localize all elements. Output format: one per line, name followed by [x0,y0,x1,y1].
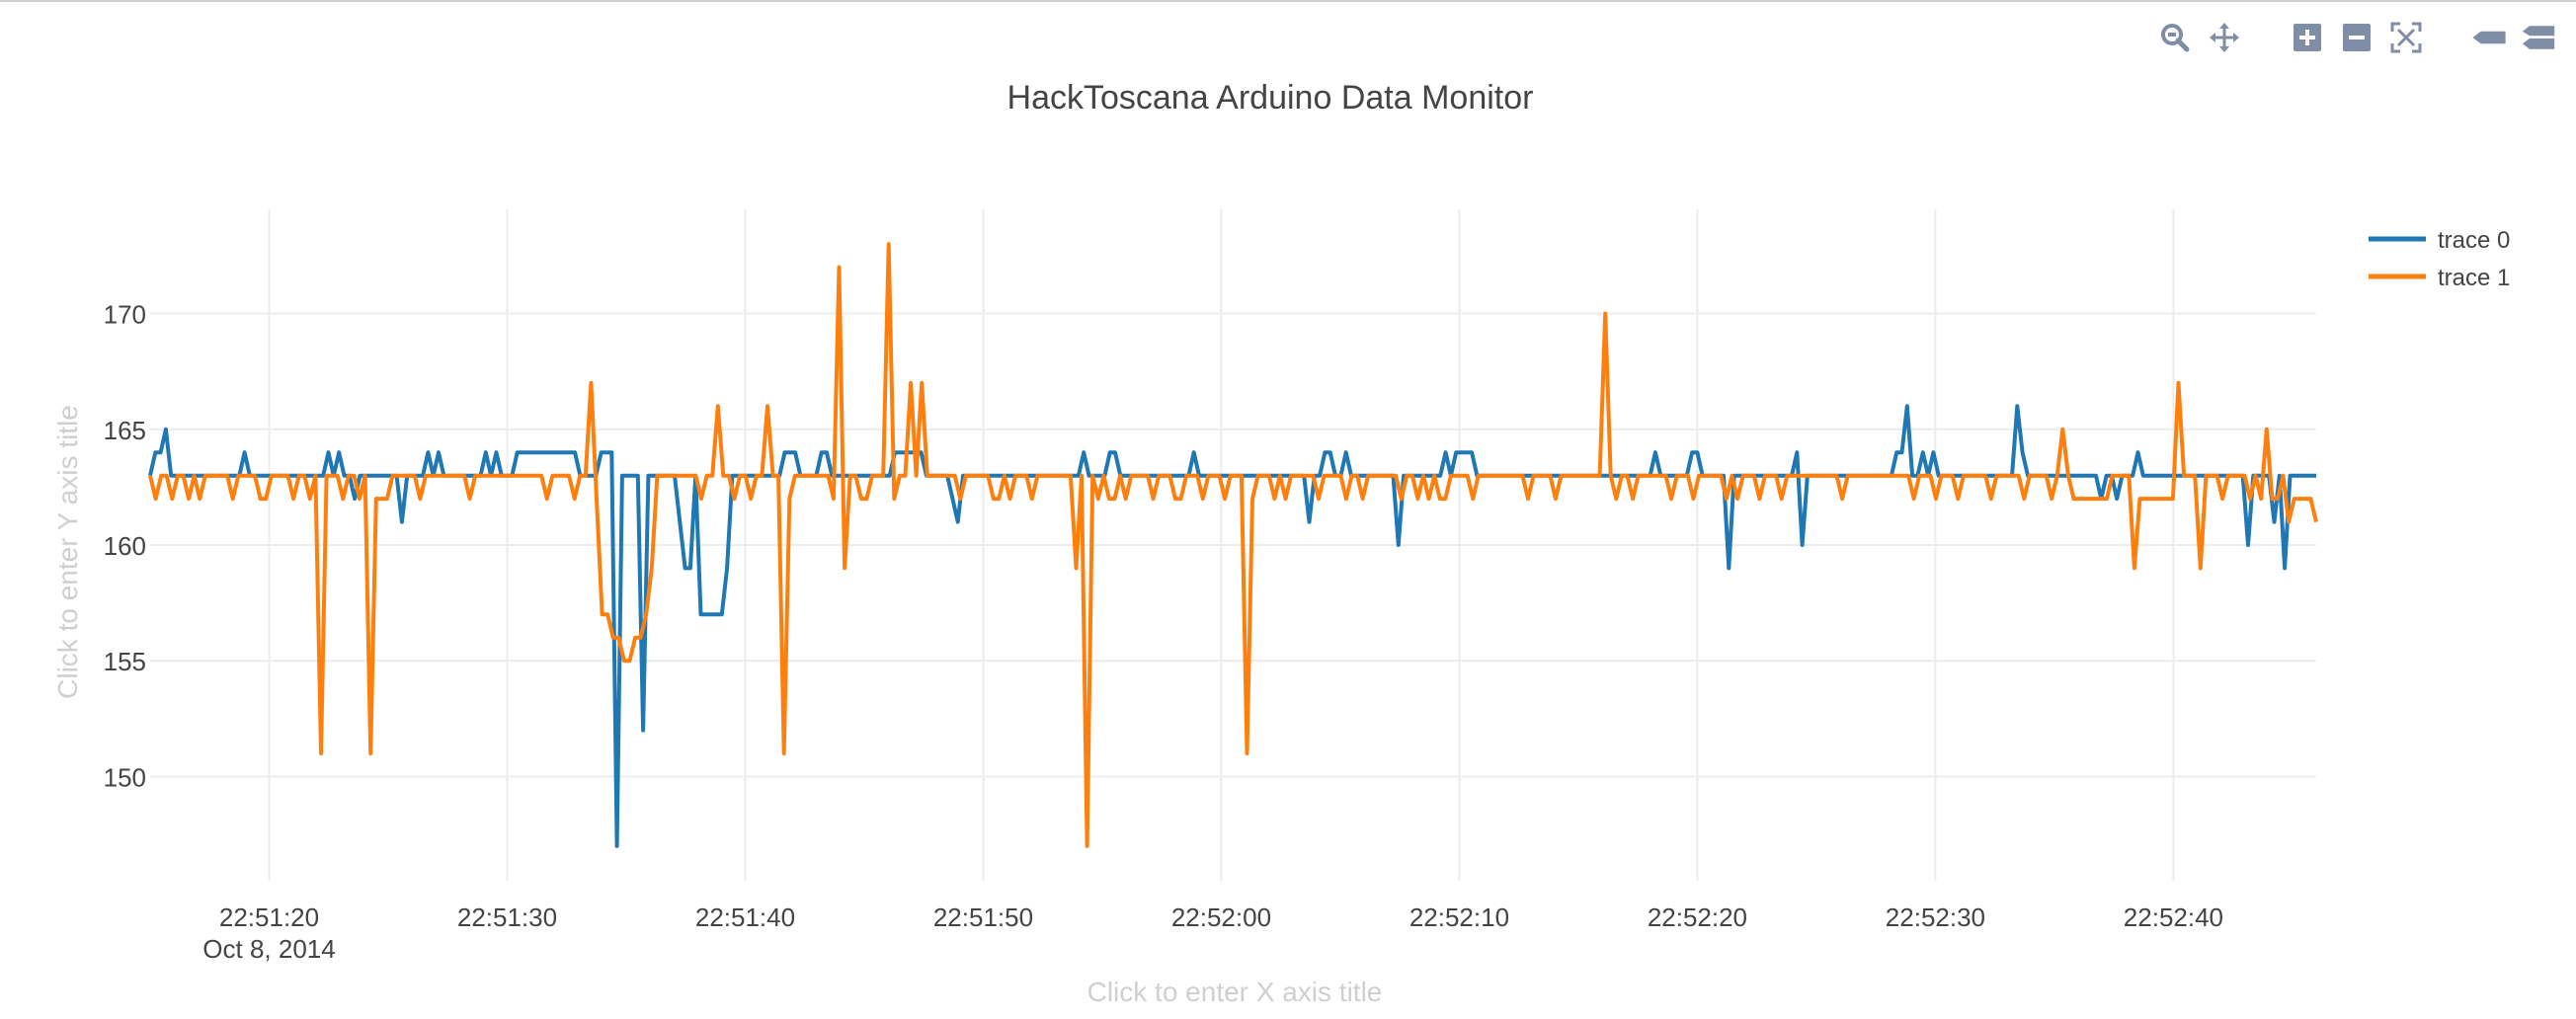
series-line-trace-1[interactable] [148,242,2318,848]
legend-label: trace 1 [2438,265,2510,291]
chart-title: HackToscana Arduino Data Monitor [1007,79,1534,117]
x-tick-label: 22:52:20 [1648,902,1747,932]
y-tick-label: 150 [104,762,146,792]
modebar [2157,20,2556,55]
hover-closest-icon[interactable] [2471,20,2507,55]
legend-item-trace-0[interactable]: trace 0 [2369,227,2510,254]
y-tick-label: 155 [104,647,146,676]
series-line-trace-0[interactable] [148,404,2316,848]
x-tick-label: 22:51:40 [695,902,795,932]
zoom-out-icon[interactable] [2339,20,2375,55]
legend-item-trace-1[interactable]: trace 1 [2369,265,2510,291]
x-tick-label: 22:52:00 [1171,902,1271,932]
zoom-in-icon[interactable] [2290,20,2325,55]
x-tick-label: 22:52:30 [1886,902,1985,932]
zoom-icon[interactable] [2157,20,2193,55]
x-tick-label: 22:51:20 [219,902,319,932]
y-axis-title[interactable]: Click to enter Y axis title [52,405,83,699]
x-tick-label: 22:51:50 [933,902,1033,932]
y-tick-label: 170 [104,300,146,330]
y-tick-label: 160 [104,531,146,561]
x-date-label: Oct 8, 2014 [202,934,335,964]
legend[interactable]: trace 0 trace 1 [2369,227,2510,291]
x-tick-label: 22:52:10 [1409,902,1509,932]
pan-icon[interactable] [2207,20,2242,55]
autoscale-icon[interactable] [2388,20,2424,55]
x-tick-label: 22:52:40 [2124,902,2223,932]
legend-label: trace 0 [2438,227,2510,254]
hover-compare-icon[interactable] [2521,20,2556,55]
x-tick-label: 22:51:30 [457,902,557,932]
y-tick-label: 165 [104,416,146,445]
x-axis-title[interactable]: Click to enter X axis title [1087,977,1383,1007]
